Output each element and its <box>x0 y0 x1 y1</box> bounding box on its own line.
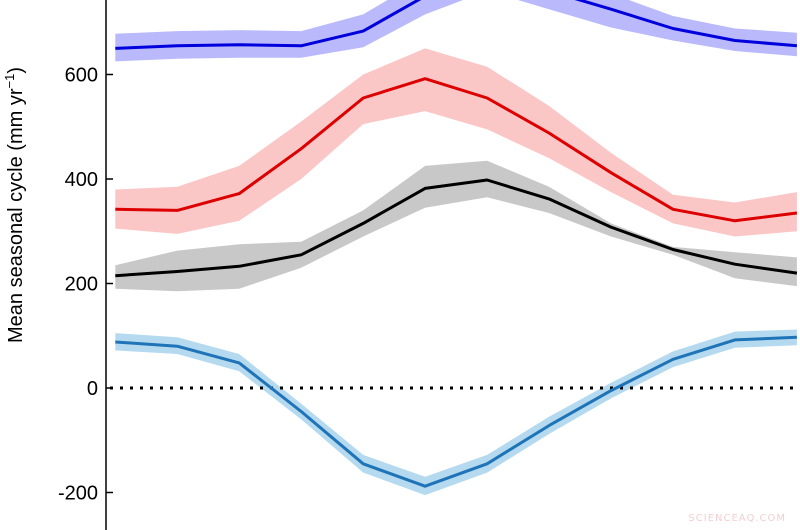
y-tick-label: 400 <box>65 169 98 191</box>
y-tick-label: -200 <box>58 483 98 505</box>
y-tick-label: 600 <box>65 65 98 87</box>
y-tick-label: 200 <box>65 274 98 296</box>
watermark: SCIENCEAQ.COM <box>688 513 786 524</box>
series-1-band <box>115 0 797 62</box>
series-4-line <box>115 335 797 488</box>
uncertainty-bands <box>115 0 797 496</box>
y-axis-title: Mean seasonal cycle (mm yr−1) <box>2 67 27 343</box>
y-axis-title-superscript: −1 <box>2 74 17 89</box>
y-tick-label: 0 <box>87 378 98 400</box>
series-1-line <box>115 0 798 50</box>
y-axis-title-close: ) <box>5 67 27 74</box>
series-3-line <box>115 178 798 278</box>
y-ticks: -200 0 200 400 600 <box>58 65 113 505</box>
series-2-line <box>115 77 798 223</box>
series-2-band <box>115 48 797 237</box>
series-lines <box>115 0 798 488</box>
series-4-band <box>115 329 797 496</box>
